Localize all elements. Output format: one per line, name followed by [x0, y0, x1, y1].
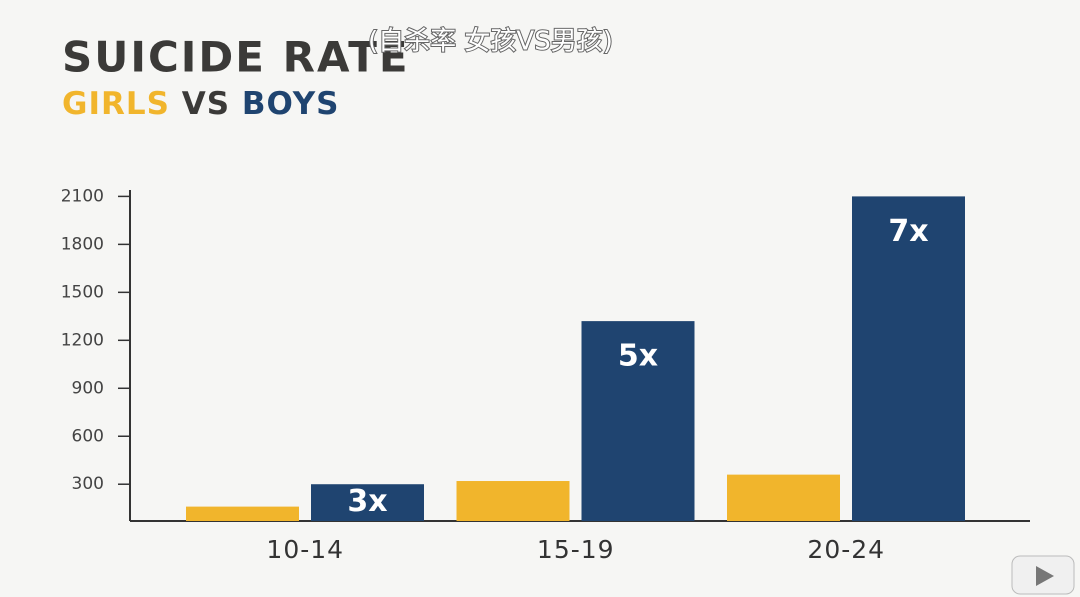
bar: [311, 484, 424, 521]
bar: [456, 481, 570, 521]
bar: [581, 321, 695, 521]
y-tick-label: 1500: [61, 282, 104, 302]
play-button[interactable]: [1011, 555, 1075, 595]
x-tick-label: 10-14: [266, 535, 344, 564]
y-tick-label: 1800: [61, 234, 104, 254]
legend-entry: BOYS: [242, 86, 340, 122]
y-tick-label: 300: [72, 474, 104, 494]
play-icon[interactable]: [1036, 566, 1054, 586]
bar: [727, 474, 840, 521]
data-label: 3x: [347, 484, 387, 519]
x-tick-label: 15-19: [537, 535, 615, 564]
bar: [186, 506, 299, 521]
bar: [852, 196, 965, 522]
caption: (自杀率 女孩VS男孩): [368, 27, 613, 57]
legend-entry: GIRLS: [62, 86, 170, 122]
legend-separator: VS: [182, 86, 230, 122]
y-tick-label: 1200: [61, 330, 104, 350]
data-label: 5x: [618, 339, 658, 374]
y-tick-label: 600: [72, 426, 104, 446]
data-label: 7x: [888, 214, 928, 249]
x-tick-label: 20-24: [807, 535, 885, 564]
y-tick-label: 900: [72, 378, 104, 398]
y-tick-label: 2100: [61, 186, 104, 206]
legend: GIRLS VS BOYS: [62, 86, 340, 122]
chart-title: SUICIDE RATE: [62, 33, 410, 82]
